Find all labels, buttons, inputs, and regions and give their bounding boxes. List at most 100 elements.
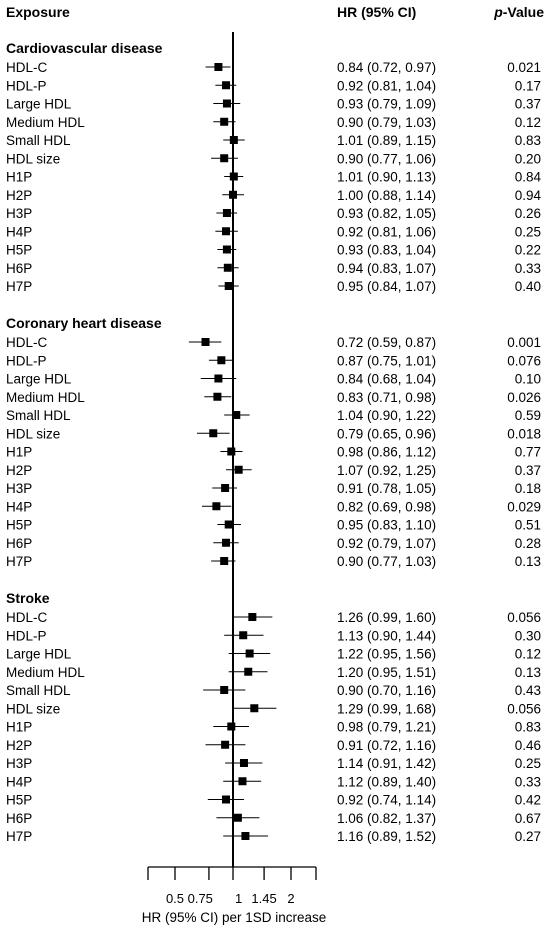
row-label: H3P [6, 481, 32, 496]
row-p-value: 0.13 [515, 554, 541, 569]
hr-point [222, 81, 231, 90]
row-label: H2P [6, 463, 32, 478]
row-label: Medium HDL [6, 390, 85, 405]
header-hr: HR (95% CI) [337, 4, 416, 20]
hr-point [222, 245, 231, 254]
hr-point [222, 99, 231, 108]
row-p-value: 0.30 [515, 628, 541, 643]
hr-point [212, 502, 221, 511]
row-hr-ci: 1.01 (0.90, 1.13) [337, 170, 436, 185]
x-tick-label: 0.5 [166, 891, 184, 906]
row-hr-ci: 0.92 (0.74, 1.14) [337, 793, 436, 808]
row-p-value: 0.076 [507, 353, 541, 368]
hr-point [214, 63, 223, 71]
row-p-value: 0.83 [515, 133, 541, 148]
group-title: Cardiovascular disease [6, 40, 163, 56]
row-p-value: 0.59 [515, 408, 541, 423]
hr-point [239, 631, 248, 640]
hr-point [238, 777, 247, 786]
row-hr-ci: 1.13 (0.90, 1.44) [337, 628, 436, 643]
hr-point [241, 832, 250, 840]
row-label: H1P [6, 720, 32, 735]
row-p-value: 0.83 [515, 720, 541, 735]
row-label: HDL-P [6, 78, 47, 93]
row-label: H3P [6, 206, 32, 221]
row-label: Medium HDL [6, 665, 85, 680]
hr-point [220, 686, 229, 694]
hr-point [213, 392, 222, 401]
row-hr-ci: 0.83 (0.71, 0.98) [337, 390, 436, 405]
row-p-value: 0.33 [515, 774, 541, 789]
row-label: Medium HDL [6, 115, 85, 130]
row-label: HDL-C [6, 60, 48, 75]
row-label: HDL-C [6, 610, 48, 625]
hr-point [220, 154, 229, 163]
row-p-value: 0.67 [515, 811, 541, 826]
row-p-value: 0.94 [515, 188, 542, 203]
hr-point [222, 227, 231, 236]
row-label: HDL size [6, 426, 60, 441]
row-label: H3P [6, 756, 32, 771]
header-exposure: Exposure [6, 4, 70, 20]
hr-point [214, 374, 223, 383]
row-p-value: 0.12 [515, 647, 541, 662]
row-label: HDL size [6, 151, 60, 166]
hr-point [239, 759, 248, 767]
row-hr-ci: 0.94 (0.83, 1.07) [337, 261, 436, 276]
row-label: H7P [6, 554, 32, 569]
row-p-value: 0.12 [515, 115, 541, 130]
row-label: H6P [6, 261, 32, 276]
row-hr-ci: 1.07 (0.92, 1.25) [337, 463, 436, 478]
rows-layer: Cardiovascular disease HDL-C 0.84 (0.72, 0… [6, 40, 541, 844]
row-p-value: 0.51 [515, 518, 541, 533]
row-hr-ci: 0.91 (0.72, 1.16) [337, 738, 436, 753]
row-label: H6P [6, 536, 32, 551]
row-label: H7P [6, 279, 32, 294]
hr-point [227, 447, 236, 456]
row-hr-ci: 0.98 (0.79, 1.21) [337, 720, 436, 735]
row-p-value: 0.22 [515, 243, 541, 258]
row-hr-ci: 0.87 (0.75, 1.01) [337, 353, 436, 368]
hr-point [224, 282, 233, 290]
row-hr-ci: 1.22 (0.95, 1.56) [337, 647, 436, 662]
hr-point [234, 465, 243, 474]
x-axis-label: HR (95% CI) per 1SD increase [142, 910, 327, 925]
row-p-value: 0.17 [515, 78, 541, 93]
row-p-value: 0.056 [507, 701, 541, 716]
hr-point [221, 740, 230, 749]
row-hr-ci: 1.14 (0.91, 1.42) [337, 756, 436, 771]
row-p-value: 0.27 [515, 829, 541, 844]
x-tick-label: 1 [235, 891, 242, 906]
row-p-value: 0.33 [515, 261, 541, 276]
row-p-value: 0.026 [507, 390, 541, 405]
hr-point [232, 411, 241, 419]
row-hr-ci: 0.84 (0.72, 0.97) [337, 60, 436, 75]
row-hr-ci: 0.95 (0.84, 1.07) [337, 279, 436, 294]
row-label: H5P [6, 518, 32, 533]
row-p-value: 0.25 [515, 224, 541, 239]
row-hr-ci: 1.29 (0.99, 1.68) [337, 701, 436, 716]
hr-point [250, 704, 259, 713]
row-p-value: 0.10 [515, 372, 541, 387]
header-p-italic: p [493, 4, 503, 20]
hr-point [209, 429, 218, 438]
row-hr-ci: 1.12 (0.89, 1.40) [337, 774, 436, 789]
row-p-value: 0.20 [515, 151, 541, 166]
row-p-value: 0.26 [515, 206, 541, 221]
row-hr-ci: 1.01 (0.89, 1.15) [337, 133, 436, 148]
row-hr-ci: 0.92 (0.81, 1.06) [337, 224, 436, 239]
row-label: Small HDL [6, 408, 71, 423]
hr-point [222, 209, 231, 217]
hr-point [201, 338, 210, 346]
header-p-value: p-Value [493, 4, 544, 20]
row-label: Large HDL [6, 647, 72, 662]
row-label: Large HDL [6, 372, 72, 387]
group-title: Coronary heart disease [6, 315, 162, 331]
hr-point [233, 813, 242, 822]
hr-point [220, 117, 229, 126]
hr-point [222, 795, 231, 804]
row-hr-ci: 0.90 (0.79, 1.03) [337, 115, 436, 130]
row-label: H5P [6, 243, 32, 258]
row-label: H2P [6, 188, 32, 203]
